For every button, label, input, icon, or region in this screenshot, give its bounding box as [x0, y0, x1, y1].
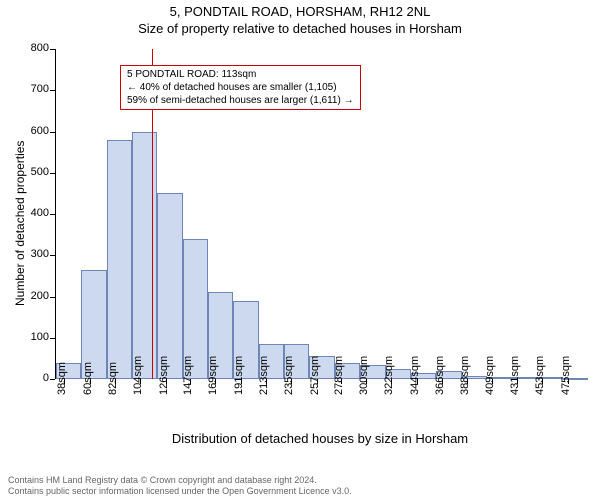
x-axis-label: Distribution of detached houses by size …	[55, 431, 585, 446]
y-tick-label: 0	[19, 372, 49, 384]
x-tick	[64, 379, 65, 384]
y-tick	[50, 379, 55, 380]
y-tick	[50, 132, 55, 133]
x-tick	[266, 379, 267, 384]
x-tick	[115, 379, 116, 384]
annotation-line-1: 5 PONDTAIL ROAD: 113sqm	[127, 68, 354, 81]
y-tick-label: 400	[19, 207, 49, 219]
x-tick	[417, 379, 418, 384]
y-tick-label: 500	[19, 166, 49, 178]
footer-line-2: Contains public sector information licen…	[8, 486, 352, 498]
annotation-box: 5 PONDTAIL ROAD: 113sqm ← 40% of detache…	[120, 65, 361, 110]
y-tick-label: 100	[19, 331, 49, 343]
x-tick	[366, 379, 367, 384]
chart-title-main: 5, PONDTAIL ROAD, HORSHAM, RH12 2NL	[0, 4, 600, 21]
footer-attribution: Contains HM Land Registry data © Crown c…	[8, 475, 352, 498]
y-tick	[50, 214, 55, 215]
x-tick	[215, 379, 216, 384]
x-tick	[166, 379, 167, 384]
x-tick	[341, 379, 342, 384]
annotation-line-2: ← 40% of detached houses are smaller (1,…	[127, 81, 354, 94]
x-tick	[241, 379, 242, 384]
y-tick-label: 600	[19, 125, 49, 137]
y-tick-label: 800	[19, 42, 49, 54]
x-tick	[140, 379, 141, 384]
x-tick	[90, 379, 91, 384]
x-tick	[568, 379, 569, 384]
y-tick	[50, 90, 55, 91]
x-tick	[517, 379, 518, 384]
histogram-bar	[157, 193, 182, 379]
x-tick	[492, 379, 493, 384]
x-tick	[190, 379, 191, 384]
x-tick	[291, 379, 292, 384]
y-tick-label: 300	[19, 248, 49, 260]
x-tick	[442, 379, 443, 384]
x-tick	[391, 379, 392, 384]
y-tick	[50, 173, 55, 174]
x-tick	[317, 379, 318, 384]
x-tick	[467, 379, 468, 384]
x-tick	[542, 379, 543, 384]
histogram-bar	[107, 140, 132, 379]
annotation-line-3: 59% of semi-detached houses are larger (…	[127, 94, 354, 107]
y-tick-label: 200	[19, 290, 49, 302]
histogram-bar	[132, 132, 157, 380]
y-tick	[50, 255, 55, 256]
y-tick	[50, 297, 55, 298]
footer-line-1: Contains HM Land Registry data © Crown c…	[8, 475, 352, 487]
y-tick-label: 700	[19, 83, 49, 95]
chart-title-sub: Size of property relative to detached ho…	[0, 21, 600, 38]
chart-container: 5, PONDTAIL ROAD, HORSHAM, RH12 2NL Size…	[0, 4, 600, 464]
y-tick	[50, 338, 55, 339]
y-tick	[50, 49, 55, 50]
